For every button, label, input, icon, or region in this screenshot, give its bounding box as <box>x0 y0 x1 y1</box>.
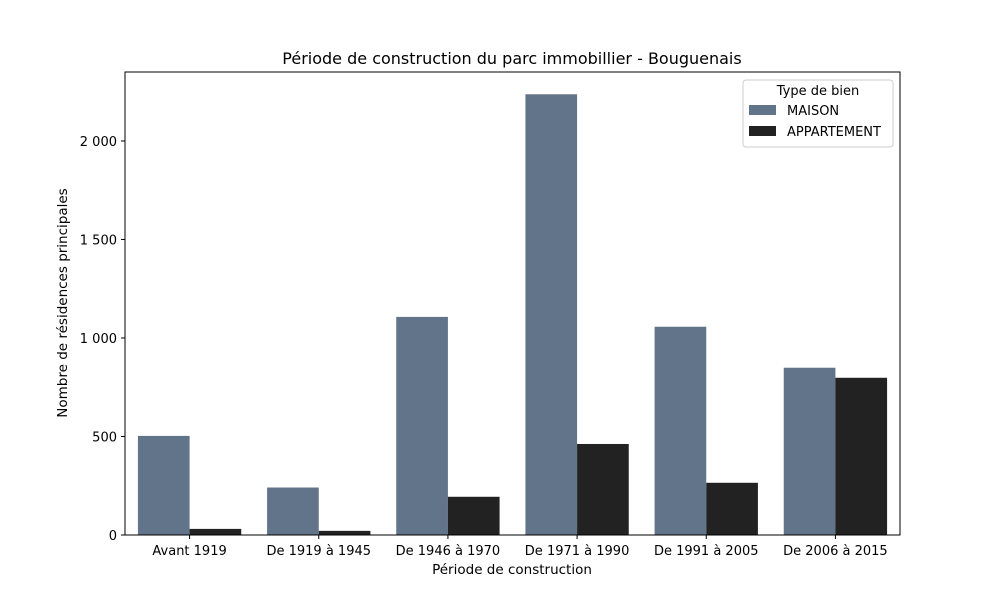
y-tick-label: 1 500 <box>80 233 117 248</box>
legend-swatch-maison <box>749 105 776 115</box>
y-tick-label: 1 000 <box>80 332 117 347</box>
legend-label-maison: MAISON <box>787 104 839 119</box>
x-tick-label: De 1971 à 1990 <box>525 544 630 559</box>
x-axis-label: Période de construction <box>432 562 592 578</box>
legend-title: Type de bien <box>776 84 859 99</box>
bar-appartement-3 <box>577 443 629 535</box>
x-tick-label: Avant 1919 <box>152 544 226 559</box>
legend-entries: MAISON APPARTEMENT <box>749 104 881 140</box>
y-tick-label: 2 000 <box>80 135 117 150</box>
y-axis-label: Nombre de résidences principales <box>55 188 71 417</box>
x-tick-label: De 1946 à 1970 <box>396 544 501 559</box>
bar-appartement-2 <box>447 496 500 535</box>
bar-maison-3 <box>525 94 578 536</box>
legend: Type de bien MAISON APPARTEMENT <box>742 79 894 148</box>
legend-label-appartement: APPARTEMENT <box>787 125 881 140</box>
bar-maison-1 <box>267 487 319 535</box>
bar-appartement-4 <box>706 482 758 535</box>
x-tick-label: De 2006 à 2015 <box>783 544 888 559</box>
y-axis: 0 500 1 000 1 500 2 000 <box>80 135 125 544</box>
x-tick-label: De 1919 à 1945 <box>266 544 371 559</box>
bar-maison-5 <box>783 367 836 535</box>
x-axis: Avant 1919 De 1919 à 1945 De 1946 à 1970 De… <box>152 535 888 559</box>
bar-maison-0 <box>137 435 190 535</box>
bar-appartement-0 <box>189 528 242 535</box>
y-tick-label: 0 <box>109 529 117 544</box>
y-tick-label: 500 <box>92 430 117 445</box>
legend-box <box>742 79 894 148</box>
bar-appartement-5 <box>835 377 888 535</box>
x-tick-label: De 1991 à 2005 <box>654 544 759 559</box>
legend-swatch-appartement <box>749 126 776 136</box>
bar-appartement-1 <box>318 530 371 535</box>
bar-maison-4 <box>654 326 707 535</box>
bar-maison-2 <box>396 316 448 535</box>
plot-frame <box>124 71 901 536</box>
chart-title: Période de construction du parc immobill… <box>282 49 741 68</box>
bars-group <box>137 94 888 536</box>
